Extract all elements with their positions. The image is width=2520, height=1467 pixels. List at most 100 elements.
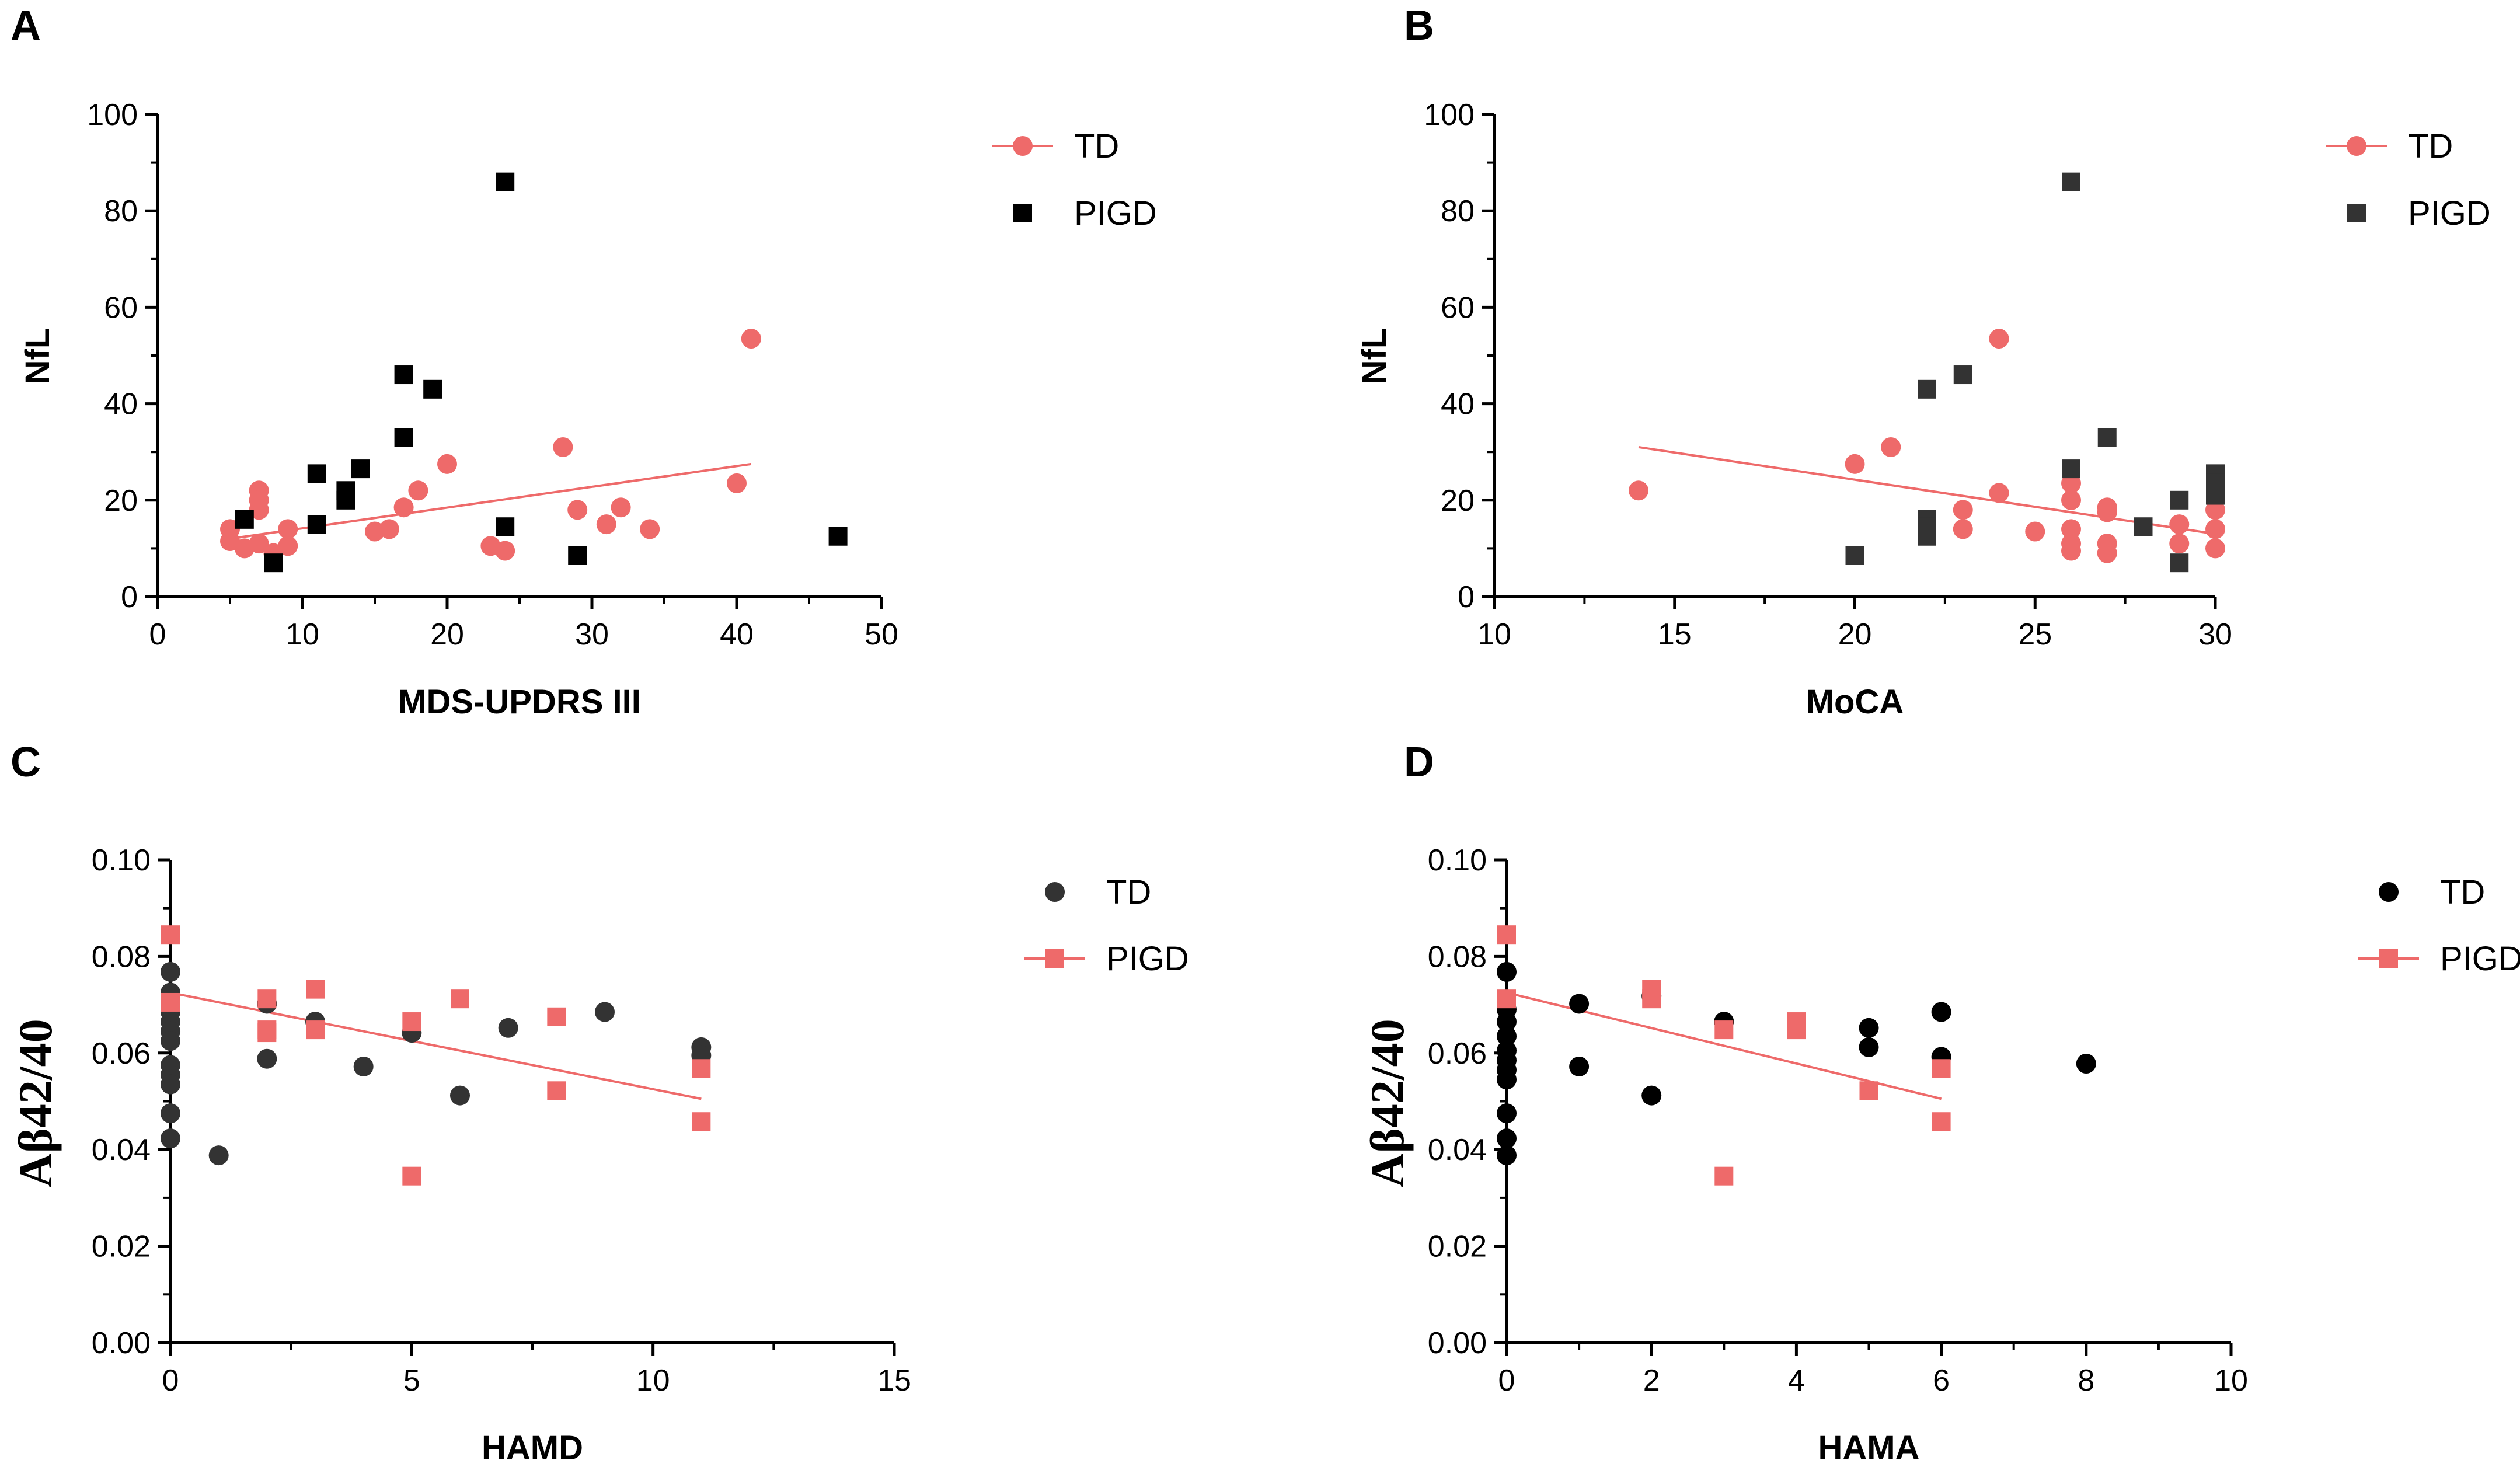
- x-tick-label: 50: [865, 618, 898, 651]
- data-point-pigd: [547, 1081, 566, 1100]
- legend-marker-td: [2379, 882, 2399, 902]
- data-point-td: [220, 519, 240, 539]
- data-point-td: [1931, 1002, 1951, 1022]
- data-point-pigd: [257, 989, 277, 1009]
- data-point-td: [249, 534, 269, 554]
- panel-letter: A: [11, 2, 41, 49]
- data-point-td: [1497, 1026, 1517, 1046]
- data-point-td: [2097, 543, 2117, 563]
- y-axis-title: Aβ42/40: [1361, 1019, 1414, 1187]
- data-point-td: [450, 1085, 470, 1106]
- y-tick-label: 60: [104, 291, 138, 325]
- data-point-td: [2205, 519, 2225, 539]
- data-point-pigd: [423, 379, 442, 399]
- data-point-td: [1881, 437, 1901, 457]
- x-tick-label: 0: [162, 1364, 179, 1398]
- data-point-pigd: [2206, 486, 2225, 505]
- y-tick-label: 80: [104, 194, 138, 228]
- data-point-td: [1629, 480, 1648, 501]
- x-tick-label: 0: [1498, 1364, 1515, 1398]
- data-point-td: [1641, 1085, 1662, 1106]
- legend-label-td: TD: [1074, 127, 1119, 165]
- x-tick-label: 5: [403, 1364, 420, 1398]
- data-point-pigd: [2134, 517, 2153, 536]
- data-point-td: [611, 497, 631, 518]
- legend: TD PIGD: [992, 127, 1157, 232]
- panel-letter: D: [1404, 739, 1434, 786]
- y-tick-label: 0: [121, 580, 138, 614]
- data-point-td: [278, 536, 298, 556]
- y-tick-label: 0: [1458, 580, 1475, 614]
- data-point-pigd: [1714, 1020, 1734, 1040]
- data-point-pigd: [1859, 1081, 1878, 1100]
- legend-marker-td: [1045, 882, 1065, 902]
- series-pigd: [161, 925, 711, 1186]
- data-point-td: [1953, 519, 1973, 539]
- data-point-pigd: [402, 1166, 421, 1186]
- data-point-td: [249, 500, 269, 520]
- data-point-td: [2169, 514, 2190, 535]
- y-tick-label: 0.10: [1428, 844, 1487, 877]
- y-tick-label: 20: [104, 484, 138, 518]
- legend-marker-pigd: [1045, 949, 1064, 968]
- data-point-pigd: [307, 515, 326, 534]
- data-point-td: [161, 1031, 180, 1051]
- legend-label-td: TD: [2440, 873, 2485, 911]
- data-point-pigd: [306, 980, 325, 999]
- data-point-td: [1569, 1056, 1590, 1076]
- data-point-pigd: [2062, 459, 2080, 479]
- data-point-td: [1569, 994, 1590, 1014]
- data-point-td: [2061, 490, 2081, 510]
- y-tick-label: 100: [1424, 98, 1475, 132]
- data-point-pigd: [2097, 428, 2117, 447]
- data-point-td: [408, 480, 428, 501]
- data-point-td: [2025, 521, 2045, 542]
- data-point-td: [393, 497, 414, 518]
- data-point-pigd: [1932, 1112, 1951, 1131]
- y-tick-label: 0.02: [92, 1230, 151, 1264]
- data-point-pigd: [1918, 527, 1936, 546]
- legend: TD PIGD: [1024, 873, 1189, 978]
- panel-a: A 0 20 40 60 80 100 0 10 20 30 40 50 MDS-UPDRS III NfL…: [11, 2, 1157, 721]
- data-point-td: [1845, 454, 1865, 474]
- y-axis-title: NfL: [1355, 328, 1393, 385]
- y-tick-label: 20: [1441, 484, 1475, 518]
- fit-line-td: [1638, 445, 2216, 535]
- legend-label-pigd: PIGD: [1074, 194, 1157, 232]
- data-point-pigd: [1932, 1059, 1951, 1078]
- data-point-pigd: [451, 989, 469, 1009]
- data-point-td: [2169, 534, 2190, 554]
- data-point-pigd: [828, 527, 848, 546]
- legend-marker-pigd: [2347, 204, 2366, 222]
- data-point-td: [161, 1074, 180, 1095]
- data-point-td: [596, 514, 616, 535]
- legend-marker-pigd: [2379, 949, 2398, 968]
- x-tick-label: 4: [1788, 1364, 1805, 1398]
- data-point-pigd: [306, 1020, 325, 1040]
- data-point-td: [498, 1018, 518, 1038]
- legend-marker-td: [2347, 136, 2366, 156]
- y-tick-label: 80: [1441, 194, 1475, 228]
- y-tick-label: 0.06: [1428, 1037, 1487, 1071]
- x-tick-label: 20: [1838, 618, 1872, 651]
- data-point-pigd: [351, 459, 370, 479]
- data-point-td: [1989, 483, 2009, 503]
- data-point-pigd: [1918, 379, 1936, 399]
- x-tick-label: 20: [430, 618, 464, 651]
- data-point-td: [161, 1128, 180, 1149]
- data-point-pigd: [692, 1059, 711, 1078]
- x-tick-label: 0: [149, 618, 166, 651]
- data-point-td: [553, 437, 573, 457]
- data-point-td: [161, 961, 180, 982]
- data-point-pigd: [568, 546, 587, 565]
- data-point-td: [257, 1048, 277, 1069]
- y-tick-label: 40: [104, 388, 138, 421]
- series-pigd: [1845, 172, 2225, 573]
- data-point-td: [2061, 519, 2081, 539]
- x-tick-label: 40: [720, 618, 754, 651]
- data-point-td: [161, 1103, 180, 1124]
- data-point-td: [2061, 541, 2081, 561]
- x-tick-label: 8: [2078, 1364, 2094, 1398]
- data-point-pigd: [547, 1007, 566, 1026]
